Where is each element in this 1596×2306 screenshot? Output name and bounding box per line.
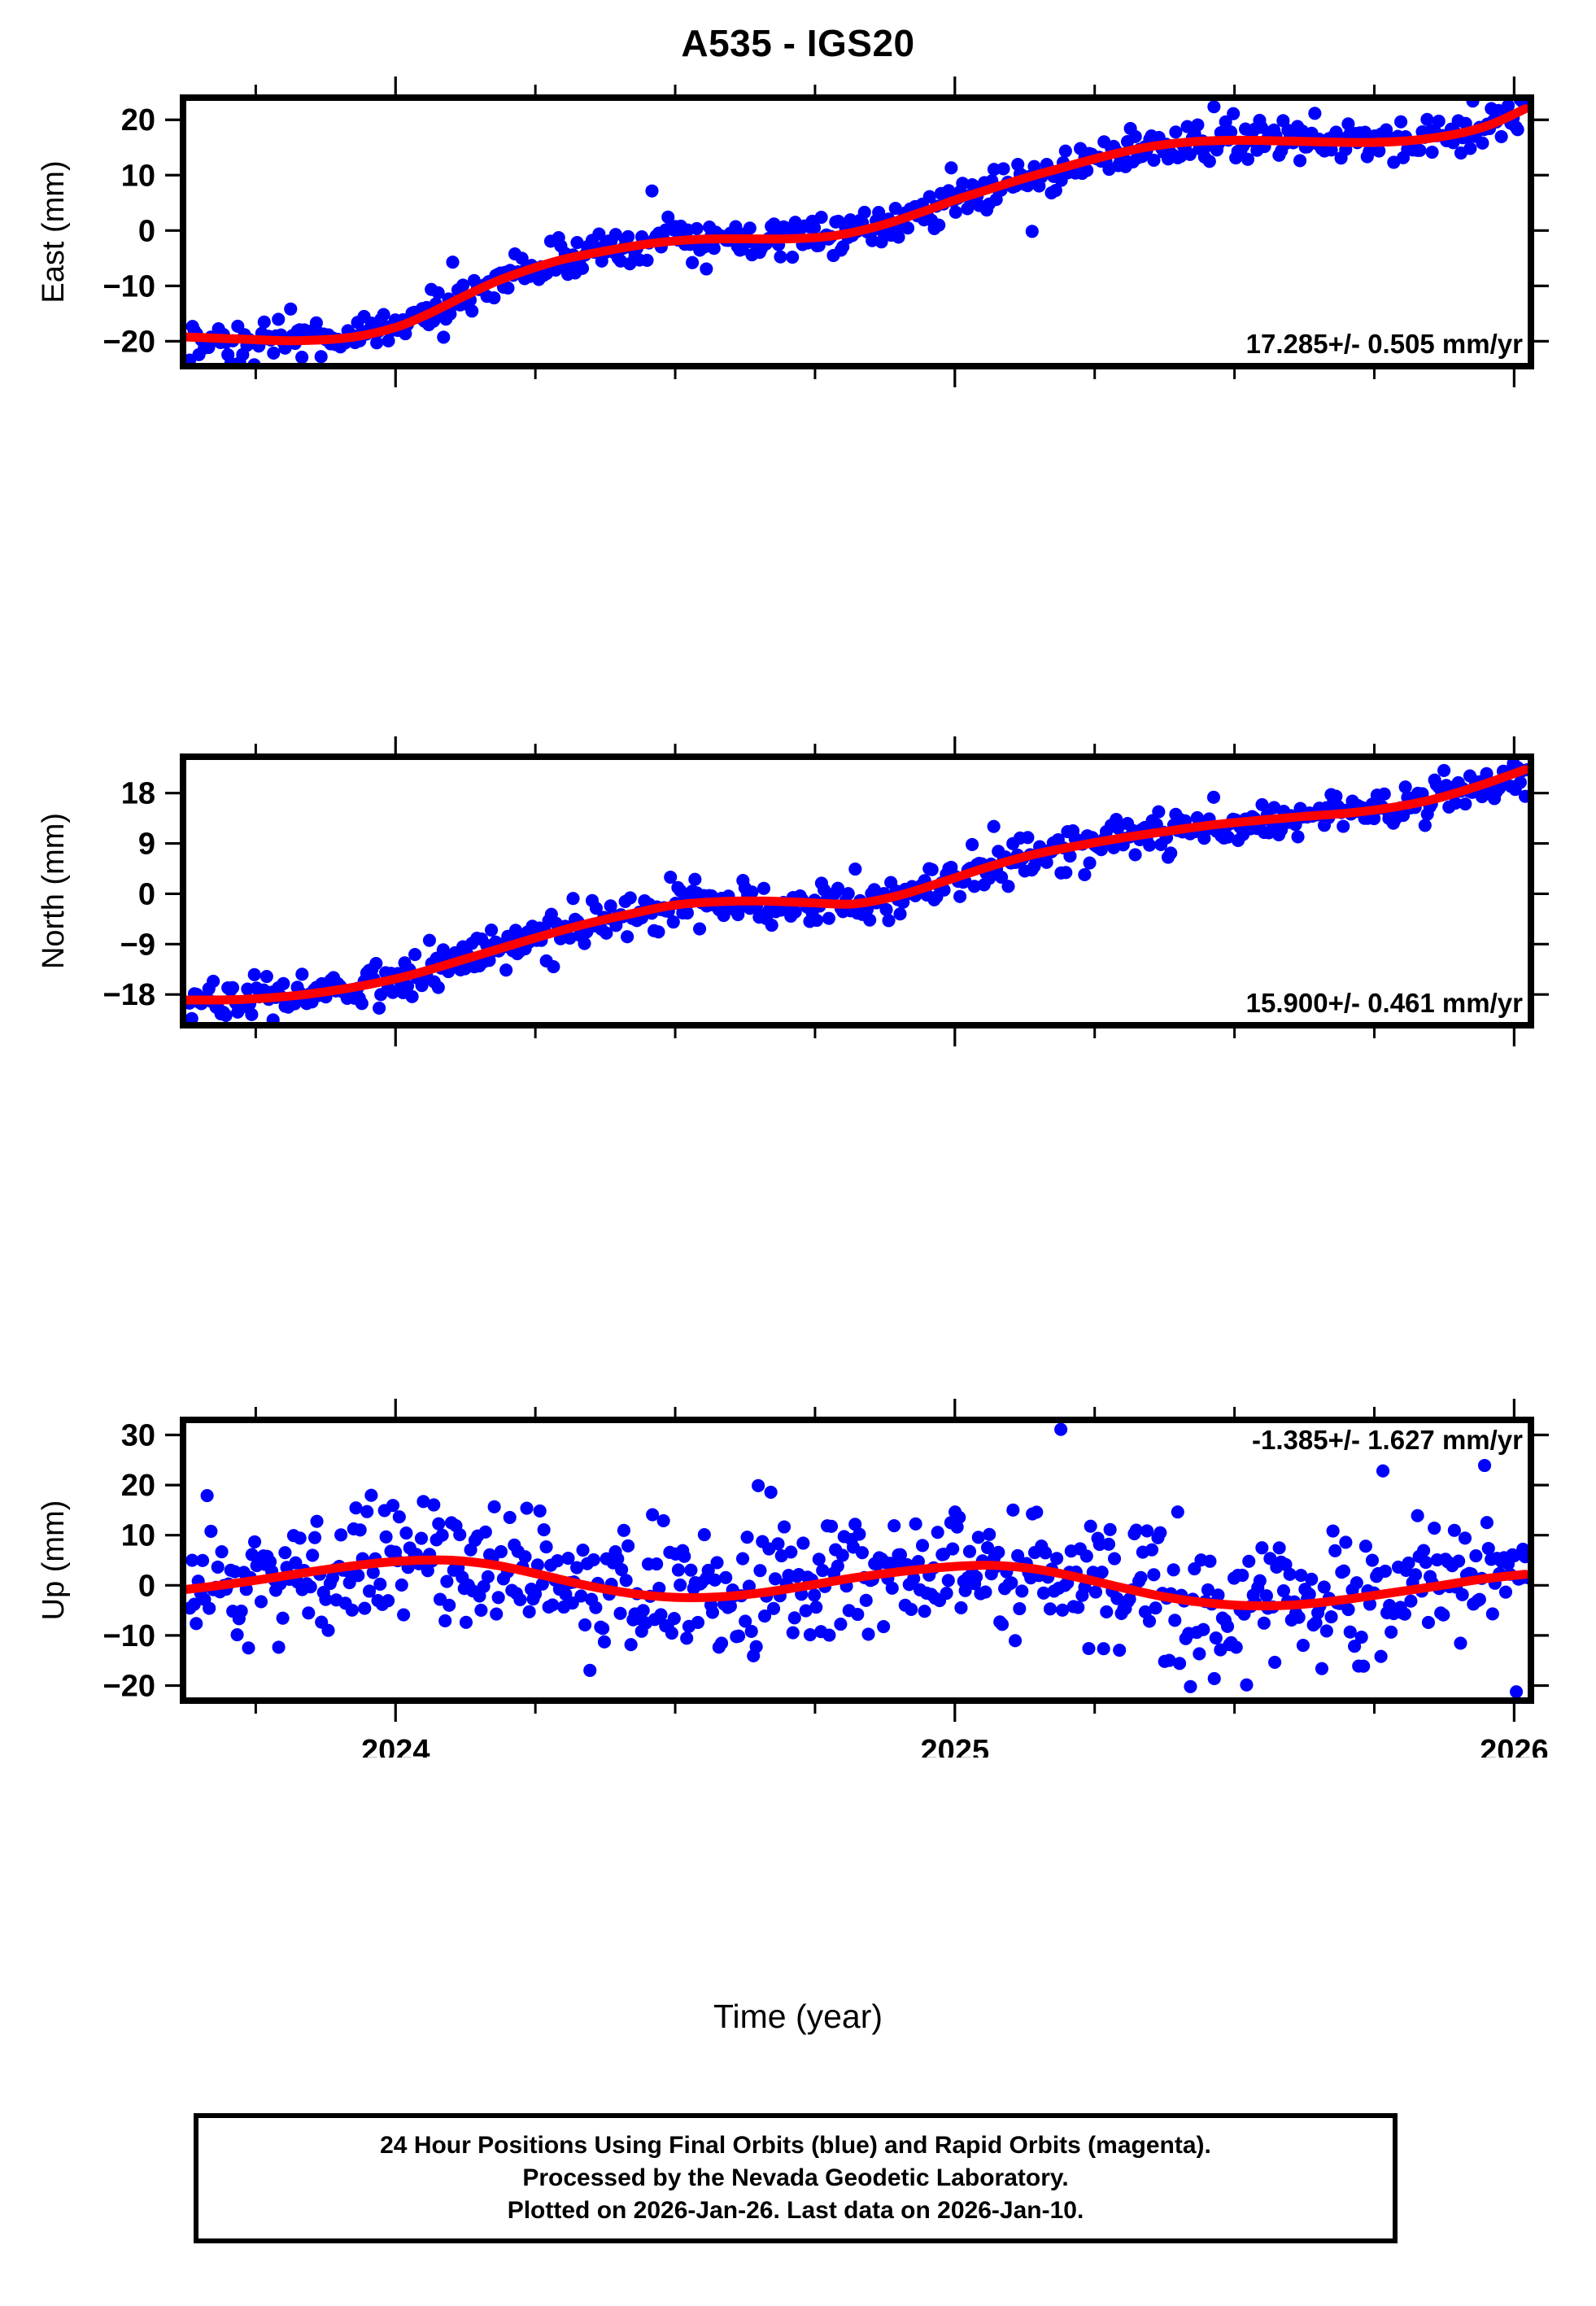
svg-text:20: 20 [121, 103, 155, 138]
svg-text:−10: −10 [103, 1619, 155, 1653]
plot-frame-north [180, 753, 1534, 1029]
x-axis-north: 2024 2025 2026 [254, 736, 1549, 1062]
svg-text:0: 0 [138, 877, 155, 911]
fit-line-east [183, 104, 1530, 346]
y-axis-north: 18 9 0 −9 −18 [103, 777, 1549, 1012]
fit-line-up [183, 1555, 1530, 1611]
svg-text:2026: 2026 [1480, 1059, 1549, 1062]
plot-frame-east [180, 94, 1534, 369]
fit-line-north [183, 765, 1530, 1005]
y-axis-label-north: North (mm) [37, 813, 71, 969]
y-axis-label-up: Up (mm) [37, 1500, 71, 1621]
panel-north-component: 18 9 0 −9 −18 2024 2025 2026 North (mm) 15.900+/-… [0, 736, 1596, 1062]
svg-text:−20: −20 [103, 325, 155, 359]
footer-line-orbits: 24 Hour Positions Using Final Orbits (bl… [380, 2132, 1211, 2160]
svg-text:2025: 2025 [921, 1059, 990, 1062]
chart-north: 18 9 0 −9 −18 2024 2025 2026 North (mm) 15.900+/-… [37, 736, 1549, 1062]
page-title: A535 - IGS20 [681, 22, 915, 64]
y-axis-east: 20 10 0 −10 −20 [103, 103, 1549, 359]
plot-frame-up [180, 1417, 1534, 1704]
footer-line-processor: Processed by the Nevada Geodetic Laborat… [522, 2164, 1069, 2192]
panel-up-component: 30 20 10 0 −10 −20 2024 2025 2026 Up (mm) -1.385+/… [0, 1383, 1596, 1758]
y-axis-label-east: East (mm) [37, 160, 71, 303]
footer-line-dates: Plotted on 2026-Jan-26. Last data on 202… [507, 2196, 1084, 2224]
svg-text:0: 0 [138, 214, 155, 248]
svg-text:−9: −9 [120, 928, 155, 962]
x-axis-title: Time (year) [713, 1998, 883, 2035]
rate-label-up: -1.385+/- 1.627 mm/yr [1252, 1425, 1523, 1455]
svg-text:−10: −10 [103, 269, 155, 304]
svg-text:18: 18 [121, 777, 155, 811]
rate-label-north: 15.900+/- 0.461 mm/yr [1246, 988, 1523, 1018]
svg-text:−18: −18 [103, 978, 155, 1012]
svg-text:2026: 2026 [1480, 1734, 1549, 1758]
chart-up: 30 20 10 0 −10 −20 2024 2025 2026 Up (mm) -1.385+/… [37, 1399, 1549, 1758]
footer-info-box: 24 Hour Positions Using Final Orbits (bl… [194, 2113, 1398, 2243]
svg-text:−20: −20 [103, 1670, 155, 1704]
y-axis-up: 30 20 10 0 −10 −20 [103, 1418, 1549, 1704]
rate-label-east: 17.285+/- 0.505 mm/yr [1246, 329, 1523, 359]
svg-text:2025: 2025 [921, 1734, 990, 1758]
svg-text:9: 9 [138, 828, 155, 862]
scatter-points-north [183, 757, 1531, 1025]
svg-text:2024: 2024 [361, 1734, 430, 1758]
svg-text:10: 10 [121, 1519, 155, 1553]
scatter-points-up [183, 1422, 1531, 1699]
svg-text:20: 20 [121, 1469, 155, 1503]
svg-text:10: 10 [121, 159, 155, 193]
svg-text:0: 0 [138, 1569, 155, 1603]
svg-text:2024: 2024 [361, 1059, 430, 1062]
x-axis-up: 2024 2025 2026 [254, 1399, 1549, 1758]
svg-text:30: 30 [121, 1418, 155, 1452]
